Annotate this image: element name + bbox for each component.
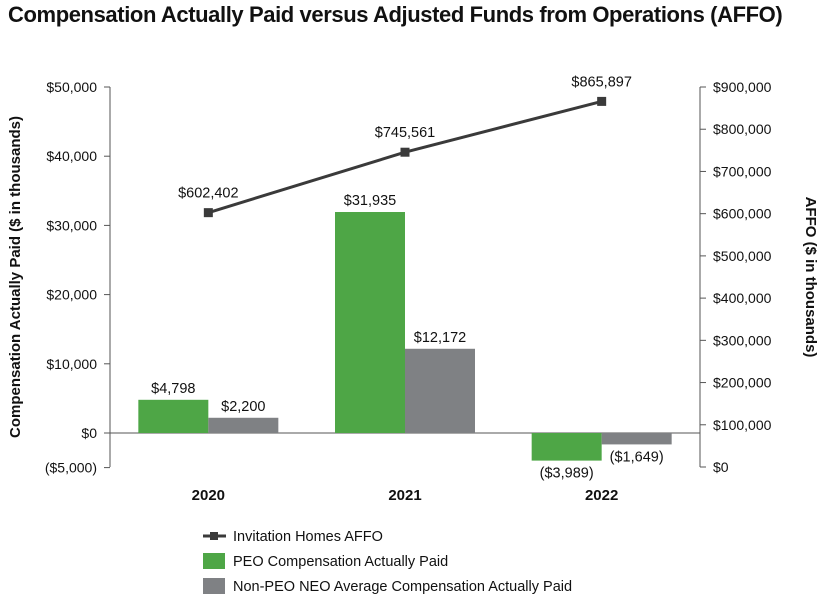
bar-data-label: $2,200 [221,399,265,415]
right-tick-label: $100,000 [713,417,772,433]
affo-line [207,99,603,215]
affo-data-label: $602,402 [178,186,238,202]
affo-point [597,96,607,106]
legend: Invitation Homes AFFO PEO Compensation Ac… [203,529,572,595]
affo-line-series [203,96,607,218]
bar-data-label: ($3,989) [540,466,594,482]
bar [208,417,279,433]
legend-swatch [203,578,225,594]
right-tick-label: $700,000 [713,163,772,179]
bar [531,433,602,461]
right-tick-label: $400,000 [713,290,772,306]
right-tick-label: $900,000 [713,79,772,95]
x-category-label: 2020 [192,487,225,504]
bar [335,212,405,433]
legend-label: Invitation Homes AFFO [233,529,383,545]
legend-label: Non-PEO NEO Average Compensation Actuall… [233,579,572,595]
right-tick-label: $200,000 [713,375,772,391]
left-axis-title: Compensation Actually Paid ($ in thousan… [7,116,24,438]
bar-data-label: ($1,649) [610,449,664,465]
right-tick-label: $500,000 [713,248,772,264]
right-tick-label: $300,000 [713,332,772,348]
axes: $50,000 $40,000 $30,000 $20,000 $10,000 $0 ($5… [7,79,819,504]
affo-point [400,147,410,157]
affo-data-label: $745,561 [375,125,435,141]
right-tick-label: $0 [713,459,729,475]
bar-data-label: $12,172 [414,330,466,346]
bar [601,433,672,445]
bar-series [138,212,672,461]
left-tick-label: $30,000 [46,217,97,233]
right-tick-label: $600,000 [713,206,772,222]
bar-data-label: $31,935 [344,193,396,209]
left-tick-label: ($5,000) [45,460,97,476]
left-tick-label: $20,000 [46,287,97,303]
affo-point [203,208,213,218]
chart-title: Compensation Actually Paid versus Adjust… [8,2,783,27]
bar [138,399,209,433]
right-tick-label: $800,000 [713,121,772,137]
left-tick-label: $10,000 [46,356,97,372]
bar [405,348,475,433]
legend-swatch-marker [210,532,218,540]
x-category-label: 2022 [585,487,618,504]
legend-label: PEO Compensation Actually Paid [233,554,448,570]
data-labels: $4,798 $31,935 ($3,989) $2,200 $12,172 ($1,64… [151,74,664,481]
left-tick-label: $50,000 [46,79,97,95]
affo-data-label: $865,897 [571,74,631,90]
left-tick-label: $0 [81,425,97,441]
right-axis-title: AFFO ($ in thousands) [802,197,819,358]
left-tick-label: $40,000 [46,148,97,164]
x-category-label: 2021 [388,487,421,504]
bar-data-label: $4,798 [151,381,195,397]
legend-swatch [203,553,225,569]
